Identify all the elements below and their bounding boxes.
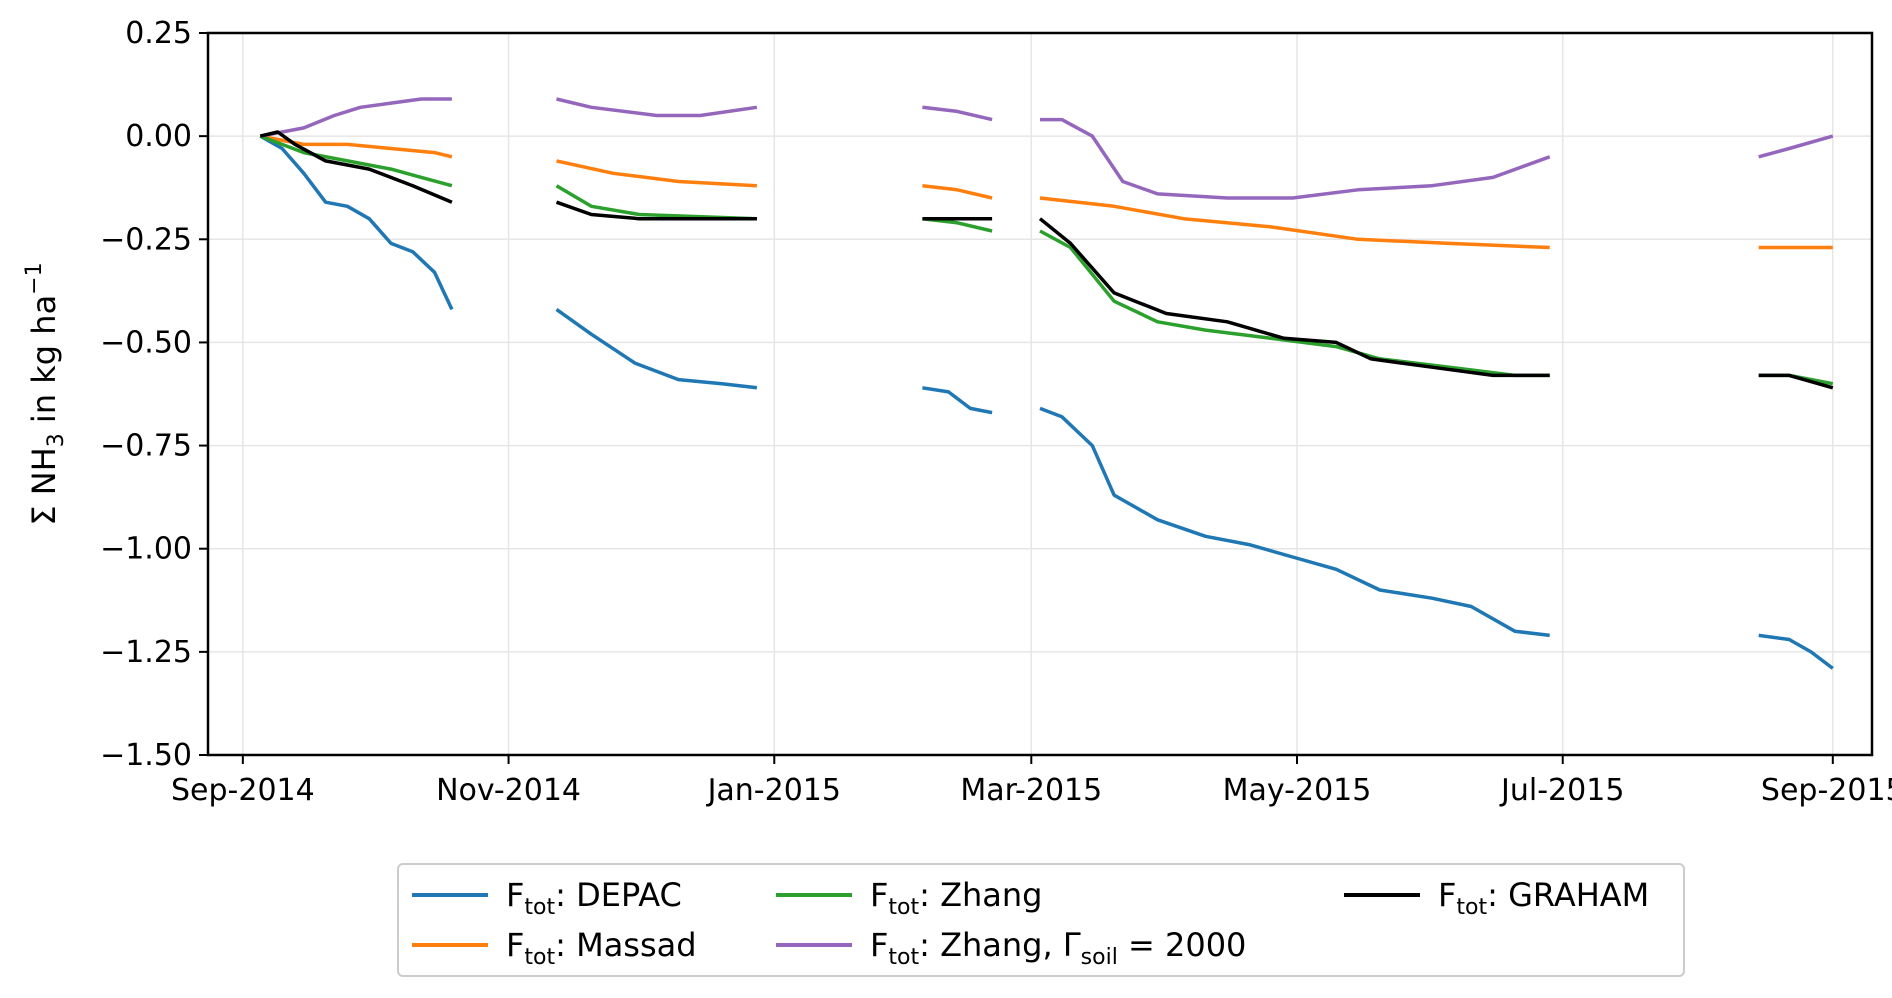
y-axis-title-sup: −1: [22, 262, 47, 294]
series-line-segment: [556, 159, 757, 188]
legend-label: Ftot: Zhang: [870, 876, 1042, 920]
legend-label: Ftot: GRAHAM: [1438, 876, 1649, 920]
legend-label: Ftot: DEPAC: [506, 876, 682, 920]
legend-label-part: : GRAHAM: [1487, 876, 1649, 914]
series-line-segment: [259, 97, 452, 138]
y-axis: 0.25 0.00 −0.25 −0.50 −0.75 −1.00 −1.25 −1.50: [100, 16, 208, 773]
y-axis-title-rest: in kg ha: [25, 295, 63, 433]
legend-label-part: : DEPAC: [555, 876, 682, 914]
legend-label-part: F: [870, 926, 888, 964]
series-3: [259, 97, 1834, 200]
y-axis-title: Σ NH3 in kg ha−1: [22, 262, 69, 525]
legend-label-part: tot: [524, 945, 555, 970]
series-line-segment: [555, 307, 758, 390]
series-1: [259, 134, 1833, 250]
series-line-segment: [1039, 406, 1550, 638]
legend-item: Ftot: Massad: [412, 926, 697, 970]
legend-item: Ftot: Zhang, Γsoil = 2000: [776, 926, 1246, 970]
legend-label-part: : Zhang,: [919, 926, 1063, 964]
legend-frame: [397, 863, 1685, 977]
legend-label-part: Γ: [1063, 926, 1081, 964]
y-tick-label: −1.50: [100, 738, 192, 773]
x-axis: Sep-2014 Nov-2014 Jan-2015 Mar-2015 May-2015…: [171, 755, 1892, 808]
series-line-segment: [1040, 117, 1551, 200]
x-tick-label: Jul-2015: [1499, 773, 1624, 808]
series-line-segment: [1758, 633, 1834, 670]
y-tick-label: 0.25: [125, 16, 192, 51]
legend-label: Ftot: Massad: [506, 926, 697, 970]
series-line-segment: [259, 134, 453, 159]
legend-item: Ftot: DEPAC: [412, 876, 682, 920]
series-layer: [259, 97, 1834, 670]
series-line-segment: [922, 386, 993, 415]
legend-label-part: tot: [524, 895, 555, 920]
legend-label-part: soil: [1081, 945, 1118, 970]
x-tick-label: May-2015: [1223, 773, 1372, 808]
legend-label-part: F: [870, 876, 888, 914]
series-line-segment: [555, 200, 757, 221]
series-line-segment: [259, 130, 453, 204]
series-line-segment: [555, 184, 757, 221]
legend-label-part: tot: [888, 945, 919, 970]
legend-label-part: : Massad: [555, 926, 696, 964]
x-tick-label: Sep-2015: [1761, 773, 1892, 808]
series-line-segment: [259, 134, 453, 188]
legend-label-part: F: [506, 926, 524, 964]
x-tick-label: Nov-2014: [436, 773, 581, 808]
series-line-segment: [556, 97, 758, 118]
series-4: [259, 130, 1834, 390]
legend-label-part: : Zhang: [919, 876, 1042, 914]
legend-item: Ftot: GRAHAM: [1344, 876, 1649, 920]
y-axis-title-sub3: 3: [44, 433, 69, 447]
legend-label: Ftot: Zhang, Γsoil = 2000: [870, 926, 1246, 970]
series-line-segment: [1758, 134, 1834, 159]
legend-label-part: = 2000: [1118, 926, 1247, 964]
x-tick-label: Mar-2015: [960, 773, 1102, 808]
series-line-segment: [1038, 217, 1550, 378]
x-tick-label: Sep-2014: [171, 773, 315, 808]
y-tick-label: −0.25: [100, 222, 192, 257]
y-tick-label: −1.25: [100, 635, 192, 670]
legend-label-part: tot: [1456, 895, 1487, 920]
plot-frame: [206, 31, 1874, 757]
grid-lines: [208, 32, 1872, 756]
series-line-segment: [922, 183, 993, 200]
legend-item: Ftot: Zhang: [776, 876, 1042, 920]
series-line-segment: [1039, 229, 1550, 378]
series-line-segment: [1758, 373, 1834, 390]
series-line-segment: [922, 105, 993, 122]
y-tick-label: 0.00: [125, 119, 192, 154]
y-tick-label: −0.50: [100, 325, 192, 360]
series-line-segment: [1039, 196, 1550, 250]
series-2: [259, 134, 1834, 386]
y-tick-label: −0.75: [100, 429, 192, 464]
legend-label-part: tot: [888, 895, 919, 920]
series-line-segment: [922, 216, 993, 233]
legend-label-part: F: [1438, 876, 1456, 914]
y-tick-label: −1.00: [100, 532, 192, 567]
series-0: [259, 134, 1834, 670]
legend-label-part: F: [506, 876, 524, 914]
y-axis-title-sigma: Σ NH: [25, 447, 63, 525]
x-tick-label: Jan-2015: [706, 773, 841, 808]
series-line-segment: [259, 134, 454, 311]
